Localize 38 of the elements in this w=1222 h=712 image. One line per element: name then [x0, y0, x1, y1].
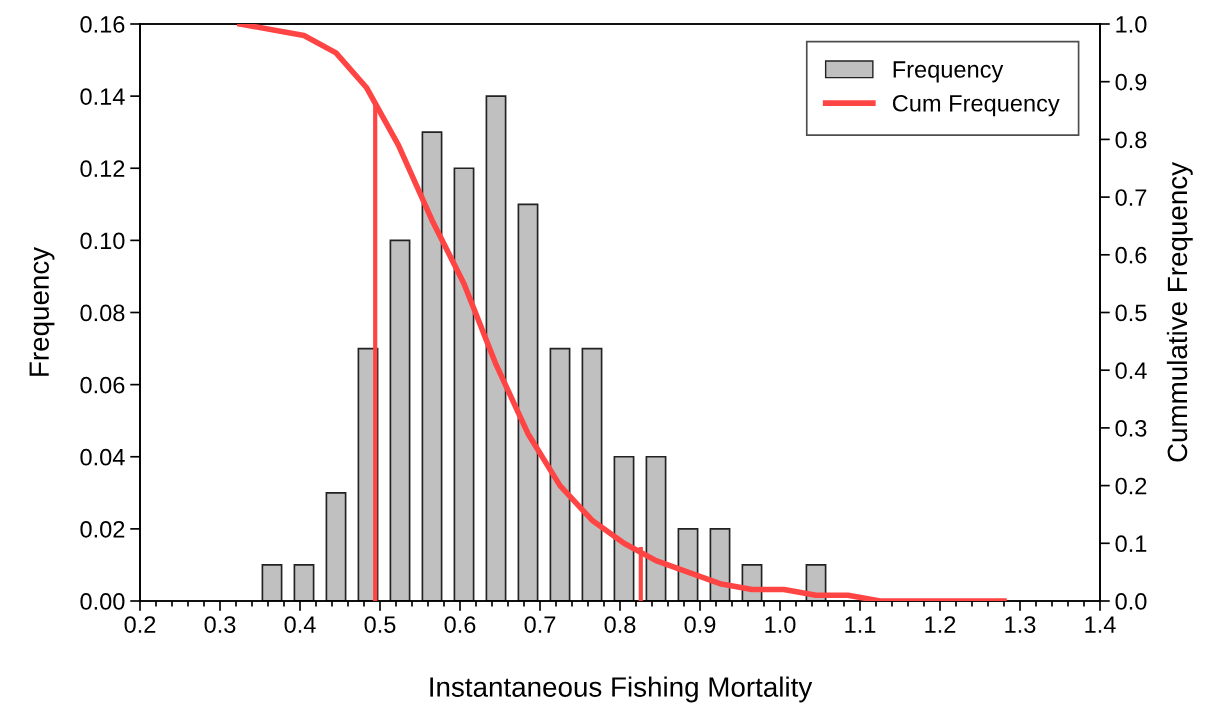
y-tick-label: 0.00: [80, 593, 125, 610]
y2-tick-label: 0.0: [1115, 593, 1147, 610]
x-tick-label: 1.0: [765, 616, 796, 633]
y2-tick-label: 1.0: [1116, 16, 1147, 33]
y2-tick-label: 0.6: [1115, 246, 1147, 264]
y-tick-label: 0.10: [80, 232, 125, 250]
x-tick-label: 0.5: [364, 616, 396, 633]
x-axis-title: Instantaneous Fishing Mortality: [430, 676, 813, 703]
y2-tick-label: 0.1: [1115, 535, 1147, 553]
x-tick-label: 0.8: [604, 616, 636, 633]
x-tick-label: 1.3: [1005, 616, 1036, 633]
y2-tick-label: 0.2: [1115, 477, 1147, 495]
x-tick-label: 0.2: [124, 616, 156, 633]
x-tick-label: 0.6: [444, 616, 476, 633]
y2-tick-label: 0.7: [1115, 189, 1147, 206]
x-tick-label: 1.4: [1085, 616, 1116, 633]
x-tick-label: 1.2: [925, 616, 956, 633]
x-tick-label: 1.1: [845, 616, 876, 633]
legend-label: Cum Frequency: [892, 94, 1060, 117]
x-tick-label: 0.3: [204, 616, 236, 633]
x-tick-label: 0.4: [284, 616, 316, 633]
y-tick-label: 0.06: [80, 376, 125, 394]
y-tick-label: 0.14: [80, 88, 125, 105]
y2-tick-label: 0.5: [1115, 304, 1147, 322]
y2-tick-label: 0.4: [1115, 362, 1147, 379]
y2-tick-label: 0.9: [1115, 73, 1147, 91]
y-tick-label: 0.12: [80, 160, 125, 178]
y-tick-label: 0.02: [80, 520, 125, 538]
y-tick-label: 0.08: [80, 304, 125, 322]
y2-tick-label: 0.8: [1115, 131, 1147, 149]
y-tick-label: 0.04: [80, 448, 125, 466]
y-axis-title: Frequency: [29, 246, 55, 376]
x-tick-label: 0.7: [524, 616, 556, 633]
y2-tick-label: 0.3: [1115, 419, 1147, 437]
legend-label: Frequency: [893, 61, 1004, 83]
y2-axis-title: Cummulative Frequency: [1166, 162, 1193, 462]
x-tick-label: 0.9: [684, 616, 716, 633]
y-tick-label: 0.16: [80, 16, 125, 33]
